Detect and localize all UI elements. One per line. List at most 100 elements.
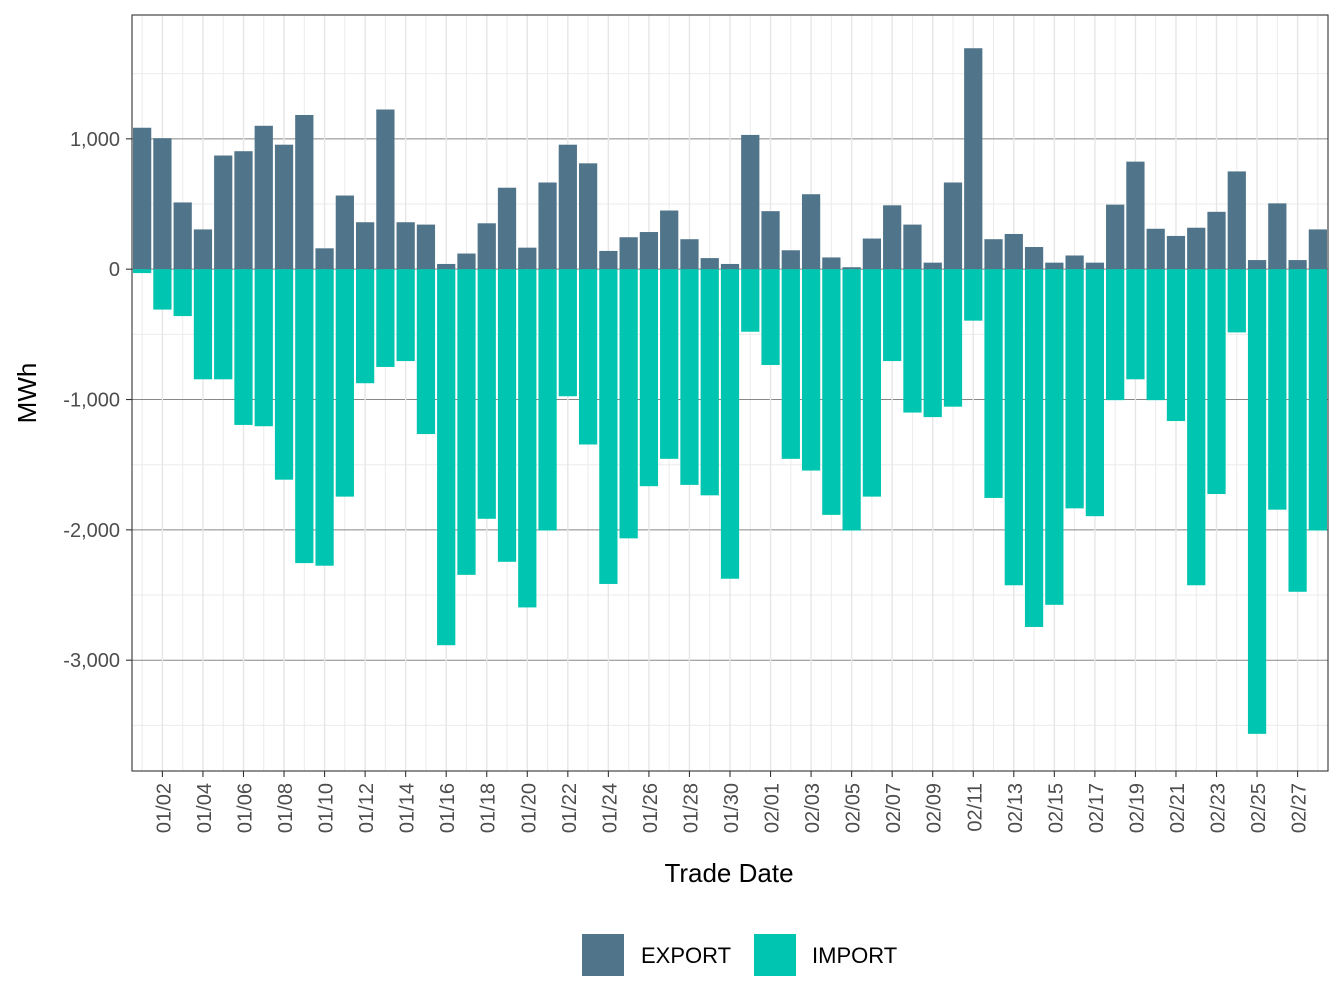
- x-tick-label: 01/02: [153, 783, 175, 833]
- bar-export-02-12: [984, 239, 1003, 270]
- x-tick-label: 01/08: [275, 783, 297, 833]
- x-tick-label: 01/06: [234, 783, 256, 833]
- bar-import-02-26: [1268, 269, 1287, 510]
- bar-export-02-11: [964, 48, 983, 270]
- bar-import-01-06: [234, 269, 253, 425]
- bar-import-02-14: [1024, 269, 1044, 627]
- bar-import-02-08: [903, 269, 922, 413]
- bar-import-02-12: [984, 269, 1003, 498]
- y-tick-label: 1,000: [70, 129, 120, 151]
- bar-export-02-03: [801, 194, 821, 270]
- bar-export-02-19: [1126, 161, 1145, 270]
- y-tick-label: 0: [109, 259, 120, 281]
- bar-import-02-03: [801, 269, 821, 471]
- bar-export-01-31: [741, 134, 760, 270]
- x-tick-label: 02/21: [1167, 783, 1189, 833]
- bar-export-01-26: [639, 232, 659, 270]
- bar-export-01-12: [355, 222, 375, 270]
- x-tick-label: 02/09: [924, 783, 946, 833]
- bar-export-01-29: [700, 258, 719, 270]
- bar-export-01-23: [578, 163, 598, 270]
- bar-import-01-13: [376, 269, 395, 367]
- bar-import-02-09: [923, 269, 942, 418]
- bar-import-02-23: [1207, 269, 1226, 495]
- bar-export-02-20: [1146, 228, 1165, 270]
- x-tick-label: 01/04: [194, 783, 216, 833]
- bar-import-01-01: [133, 269, 152, 274]
- x-axis: 01/02 01/04 01/06 01/08 01/10 01/12 01/14 01/16…: [153, 771, 1311, 833]
- bar-import-01-15: [416, 269, 436, 435]
- bar-export-02-14: [1024, 247, 1044, 270]
- bar-export-01-20: [518, 247, 537, 270]
- x-tick-label: 01/24: [599, 783, 621, 833]
- x-tick-label: 02/17: [1086, 783, 1108, 833]
- bar-import-02-01: [761, 269, 780, 365]
- bar-export-01-06: [234, 151, 253, 270]
- bar-import-01-22: [558, 269, 577, 397]
- bar-export-01-17: [457, 253, 476, 270]
- x-tick-label: 01/12: [356, 783, 378, 833]
- bar-export-02-17: [1085, 262, 1105, 270]
- bar-export-01-07: [254, 125, 273, 270]
- bar-import-02-19: [1126, 269, 1145, 380]
- bar-import-02-04: [822, 269, 841, 515]
- bar-import-02-11: [964, 269, 983, 321]
- bar-export-01-28: [680, 239, 699, 270]
- legend: EXPORT IMPORT: [582, 934, 897, 976]
- x-tick-label: 02/01: [762, 783, 784, 833]
- bar-export-02-05: [842, 267, 861, 270]
- bar-import-01-25: [619, 269, 638, 539]
- bar-export-02-06: [862, 238, 882, 270]
- bar-import-01-14: [396, 269, 415, 362]
- bar-export-01-15: [416, 224, 436, 270]
- bar-import-02-21: [1166, 269, 1186, 422]
- bar-export-02-24: [1227, 171, 1246, 270]
- bar-import-01-30: [720, 269, 740, 579]
- bar-export-01-13: [376, 109, 395, 270]
- bar-export-02-21: [1166, 235, 1186, 270]
- bar-export-02-10: [943, 182, 963, 270]
- bar-export-02-09: [923, 262, 942, 270]
- bar-import-02-18: [1106, 269, 1125, 401]
- bar-import-02-06: [862, 269, 882, 497]
- x-tick-label: 01/14: [397, 783, 419, 833]
- bar-import-01-10: [315, 269, 334, 566]
- bar-import-01-19: [497, 269, 517, 562]
- bar-export-02-28: [1308, 229, 1327, 270]
- y-tick-label: -2,000: [63, 520, 120, 542]
- bar-import-02-28: [1308, 269, 1327, 531]
- bar-export-02-02: [781, 250, 800, 270]
- bar-export-01-25: [619, 237, 638, 270]
- bar-import-01-05: [214, 269, 233, 380]
- bar-import-01-26: [639, 269, 659, 487]
- bar-export-01-19: [497, 187, 517, 270]
- bar-import-02-20: [1146, 269, 1165, 401]
- bar-import-01-09: [295, 269, 314, 564]
- bar-import-01-20: [518, 269, 537, 608]
- bar-import-02-16: [1065, 269, 1084, 509]
- x-tick-label: 01/26: [640, 783, 662, 833]
- x-tick-label: 01/18: [478, 783, 500, 833]
- bar-import-01-29: [700, 269, 719, 496]
- bar-import-02-02: [781, 269, 800, 459]
- bar-import-02-05: [842, 269, 861, 531]
- x-tick-label: 02/13: [1005, 783, 1027, 833]
- bar-import-02-07: [883, 269, 902, 362]
- bar-export-02-23: [1207, 211, 1226, 270]
- bar-export-01-11: [335, 195, 354, 270]
- bar-export-01-22: [558, 144, 577, 270]
- bar-import-01-31: [741, 269, 760, 332]
- x-tick-label: 02/07: [883, 783, 905, 833]
- bar-import-02-17: [1085, 269, 1105, 517]
- x-tick-label: 02/11: [964, 783, 986, 832]
- x-tick-label: 01/30: [721, 783, 743, 833]
- y-axis-title: MWh: [12, 363, 42, 424]
- y-tick-label: -1,000: [63, 390, 120, 412]
- bar-import-02-22: [1187, 269, 1206, 586]
- bar-export-02-15: [1045, 262, 1064, 270]
- x-tick-label: 01/10: [316, 783, 338, 833]
- bar-import-01-23: [578, 269, 598, 445]
- bar-import-01-24: [599, 269, 618, 584]
- bar-export-01-14: [396, 222, 415, 270]
